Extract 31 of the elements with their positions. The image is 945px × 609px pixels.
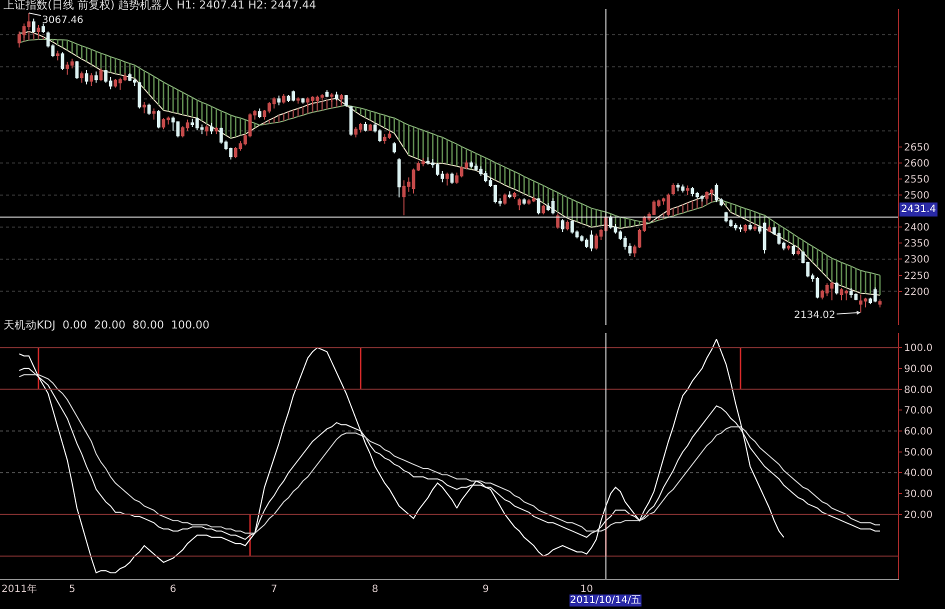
y-tick-label: 100.0 [904,343,933,354]
y-tick-label: 90.00 [904,364,933,375]
y-tick-label: 60.00 [904,426,933,438]
x-tick-label: 5 [68,584,76,595]
x-tick-label: 2011年 [2,583,37,595]
y-tick-label: 50.00 [904,447,933,458]
y-tick-label: 2500 [904,190,930,202]
y-tick-label: 30.00 [904,489,933,500]
y-tick-label: 2550 [904,174,930,186]
y-tick-label: 80.00 [904,384,933,396]
text: 3067.46 [42,15,84,26]
x-tick-label: 2011/10/14/五 [570,595,642,606]
chart-title: 天机动KDJ 0.00 20.00 80.00 100.00 [4,318,210,332]
y-tick-label: 2250 [904,270,930,282]
y-tick-label: 2200 [904,286,930,298]
x-tick-label: 6 [170,584,176,595]
x-tick-label: 10 [580,584,594,595]
y-tick-label: 2650 [904,142,930,154]
y-tick-label: 2400 [904,222,930,234]
text: 2134.02 [794,310,836,321]
x-tick-label: 9 [482,584,489,595]
x-tick-label: 7 [270,584,278,595]
y-tick-label: 40.00 [904,468,933,480]
y-tick-label: 2350 [904,238,930,250]
y-tick-label: 70.00 [904,406,933,417]
ref-line-label: 2431.4 [901,204,936,215]
x-tick-label: 8 [372,584,378,595]
y-tick-label: 2600 [904,158,930,170]
y-tick-label: 20.00 [904,510,933,521]
chart-title: 上证指数(日线 前复权) 趋势机器人 H1: 2407.41 H2: 2447.44 [4,0,316,12]
y-tick-label: 2300 [904,254,930,266]
